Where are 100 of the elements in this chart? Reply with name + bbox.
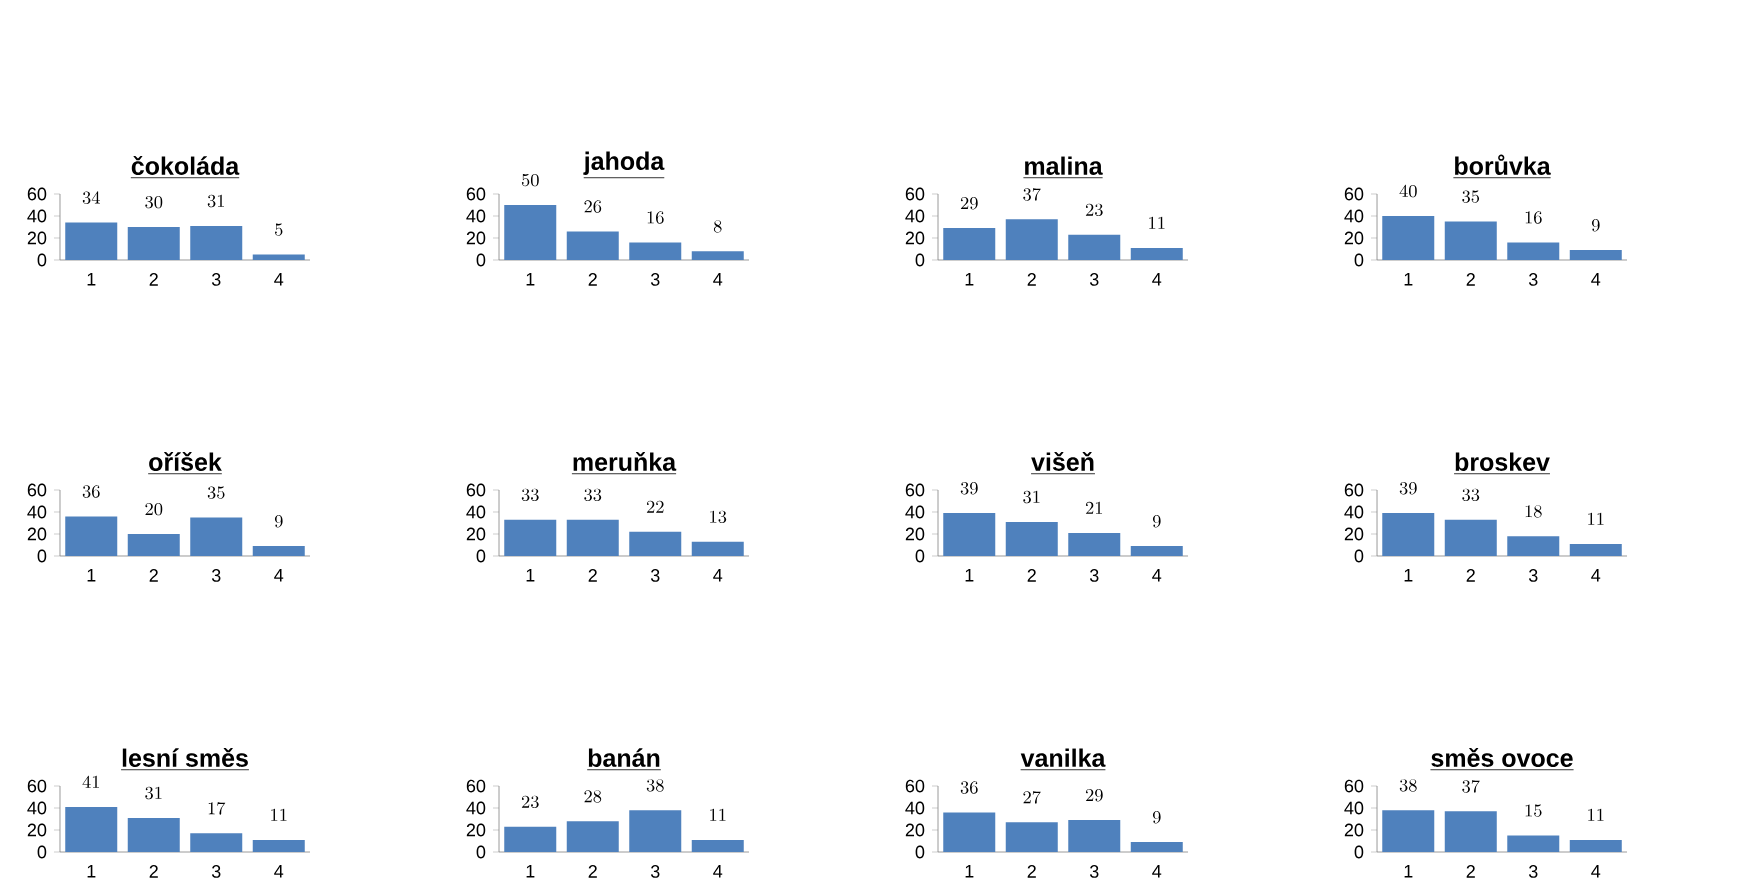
bar (65, 222, 118, 260)
x-tick-label: 2 (1466, 865, 1475, 878)
data-label: 29 (960, 197, 978, 210)
y-tick-label: 40 (27, 505, 47, 519)
y-tick-label: 60 (27, 779, 47, 793)
data-label: 11 (710, 808, 726, 821)
data-label: 16 (1525, 211, 1542, 224)
bar (1507, 242, 1560, 260)
y-tick-label: 40 (1344, 209, 1364, 223)
chart-title: lesní směs (122, 748, 248, 767)
data-label: 9 (274, 515, 283, 528)
bar (504, 519, 557, 556)
chart-title: jahoda (583, 151, 665, 175)
chart-title: broskev (1455, 452, 1550, 471)
chart-title: malina (1025, 156, 1103, 175)
x-tick-label: 1 (965, 273, 974, 286)
data-label: 33 (584, 488, 602, 502)
data-label: 33 (1462, 488, 1480, 502)
x-tick-label: 3 (211, 865, 221, 878)
y-tick-label: 40 (466, 209, 486, 223)
bar (566, 519, 619, 556)
data-label: 35 (207, 486, 225, 499)
data-label: 30 (145, 195, 163, 209)
bar (691, 251, 744, 260)
data-label: 23 (521, 795, 539, 809)
data-label: 9 (1152, 515, 1161, 528)
x-tick-label: 1 (1404, 569, 1413, 582)
x-tick-label: 3 (650, 569, 660, 582)
y-tick-label: 40 (905, 505, 925, 519)
y-tick-label: 40 (27, 209, 47, 223)
bar (1507, 536, 1560, 556)
y-tick-label: 0 (476, 845, 486, 859)
y-tick-label: 20 (466, 527, 486, 541)
bar (943, 228, 996, 260)
x-tick-label: 1 (1404, 273, 1413, 286)
chart-title: banán (588, 748, 660, 767)
chart-title: višeň (1031, 452, 1094, 471)
data-label: 13 (710, 510, 727, 524)
bar (1507, 835, 1560, 852)
chart-title: oříšek (149, 452, 222, 471)
data-label: 11 (1149, 216, 1165, 229)
data-label: 16 (647, 211, 664, 224)
chart-title: borůvka (1455, 154, 1551, 175)
x-tick-label: 1 (965, 865, 974, 878)
bar (1130, 842, 1183, 852)
y-tick-label: 0 (476, 253, 486, 267)
bar (1444, 519, 1497, 556)
y-tick-label: 20 (1344, 231, 1364, 245)
data-label: 38 (646, 779, 664, 792)
bar (65, 806, 118, 852)
chart-title: meruňka (573, 452, 677, 471)
x-tick-label: 2 (1466, 569, 1475, 582)
data-label: 9 (1152, 811, 1161, 824)
bar (1382, 513, 1435, 556)
bar (190, 517, 243, 556)
data-label: 31 (1023, 490, 1040, 504)
x-tick-label: 2 (588, 273, 597, 286)
y-tick-label: 60 (1344, 779, 1364, 793)
bar (190, 225, 243, 260)
x-tick-label: 1 (526, 865, 535, 878)
bar (1068, 820, 1121, 852)
data-label: 35 (1462, 190, 1480, 203)
bar (252, 254, 305, 260)
x-tick-label: 2 (588, 569, 597, 582)
data-label: 39 (960, 482, 978, 495)
x-tick-label: 4 (1591, 865, 1601, 878)
data-label: 33 (521, 488, 539, 502)
data-label: 22 (646, 500, 664, 513)
data-label: 17 (208, 802, 226, 815)
y-tick-label: 40 (466, 505, 486, 519)
bar (252, 546, 305, 556)
y-tick-label: 60 (466, 779, 486, 793)
x-tick-label: 4 (1152, 865, 1162, 878)
bar (1068, 532, 1121, 556)
data-label: 18 (1525, 505, 1542, 518)
bar (566, 231, 619, 260)
y-tick-label: 20 (27, 231, 47, 245)
data-label: 39 (1399, 482, 1417, 495)
bar (1444, 221, 1497, 260)
data-label: 37 (1023, 188, 1041, 201)
y-tick-label: 40 (1344, 801, 1364, 815)
data-label: 21 (1085, 501, 1103, 514)
bar (1569, 839, 1622, 852)
bar (127, 534, 180, 556)
bar (504, 826, 557, 852)
x-tick-label: 4 (713, 273, 723, 286)
data-label: 23 (1085, 203, 1103, 217)
bar (566, 821, 619, 852)
x-tick-label: 1 (87, 273, 96, 286)
data-label: 29 (1085, 789, 1103, 802)
bar (943, 812, 996, 852)
chart-title: vanilka (1020, 748, 1106, 767)
bar (127, 817, 180, 852)
y-tick-label: 0 (37, 549, 47, 563)
data-label: 11 (1588, 808, 1604, 821)
x-tick-label: 1 (526, 273, 535, 286)
y-tick-label: 60 (466, 483, 486, 497)
x-tick-label: 3 (1089, 273, 1099, 286)
x-tick-label: 4 (1152, 569, 1162, 582)
y-tick-label: 0 (1354, 549, 1364, 563)
